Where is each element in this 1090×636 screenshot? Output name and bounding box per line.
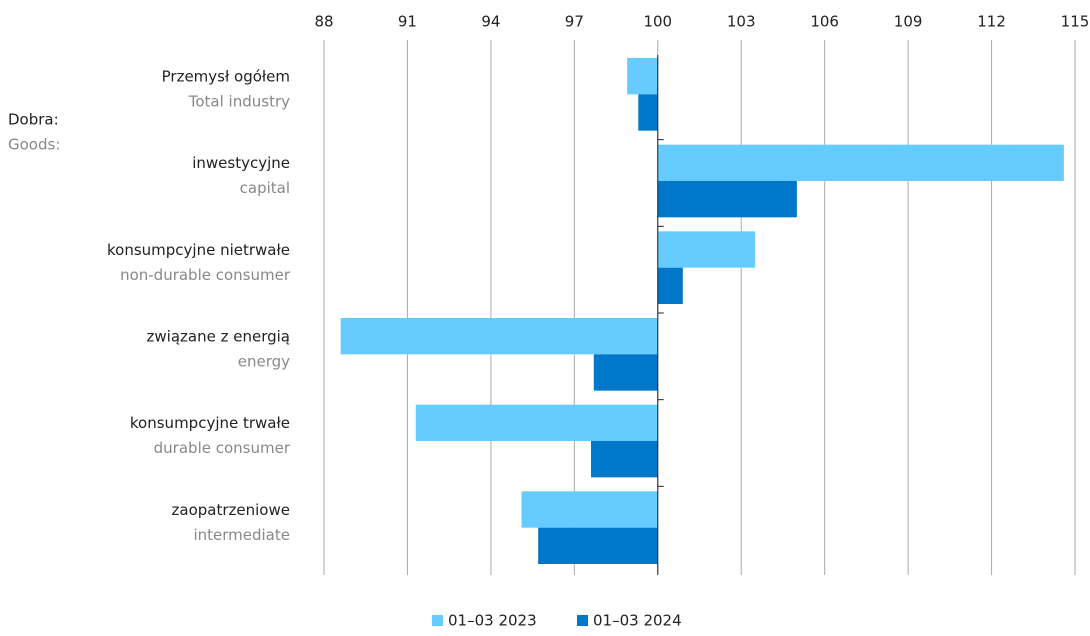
bar [415,404,658,441]
x-tick-label: 91 [398,13,417,31]
bar [591,441,658,478]
category-subtitle: Total industry [188,93,290,111]
bar [638,94,658,131]
group-label-en: Goods: [8,136,60,154]
x-tick-label: 112 [977,13,1006,31]
category-label: zaopatrzeniowe [172,501,290,519]
bar [521,491,658,528]
legend-label: 01–03 2024 [593,612,682,630]
bar [657,231,756,268]
category-label: związane z energią [147,328,290,346]
bar [657,267,683,304]
bar [657,181,797,218]
x-tick-label: 100 [643,13,672,31]
category-label: inwestycyjne [192,154,290,172]
category-subtitle: energy [238,353,290,371]
category-label: konsumpcyjne nietrwałe [107,241,290,259]
x-tick-label: 106 [810,13,839,31]
category-label: konsumpcyjne trwałe [130,414,290,432]
bar [593,354,658,391]
category-subtitle: non-durable consumer [120,266,291,284]
x-tick-label: 97 [565,13,584,31]
x-tick-label: 115 [1061,13,1090,31]
bar [627,58,658,95]
bar [657,144,1064,181]
category-subtitle: capital [240,179,290,197]
legend-label: 01–03 2023 [448,612,537,630]
x-tick-label: 109 [894,13,923,31]
x-tick-label: 94 [481,13,500,31]
category-subtitle: intermediate [193,526,290,544]
category-label: Przemysł ogółem [162,68,290,86]
legend-swatch [432,615,443,626]
x-tick-label: 103 [727,13,756,31]
bar [340,318,658,355]
legend-swatch [577,615,588,626]
category-subtitle: durable consumer [154,439,291,457]
group-label: Dobra: [8,111,59,129]
x-tick-label: 88 [314,13,333,31]
bar [538,527,658,564]
